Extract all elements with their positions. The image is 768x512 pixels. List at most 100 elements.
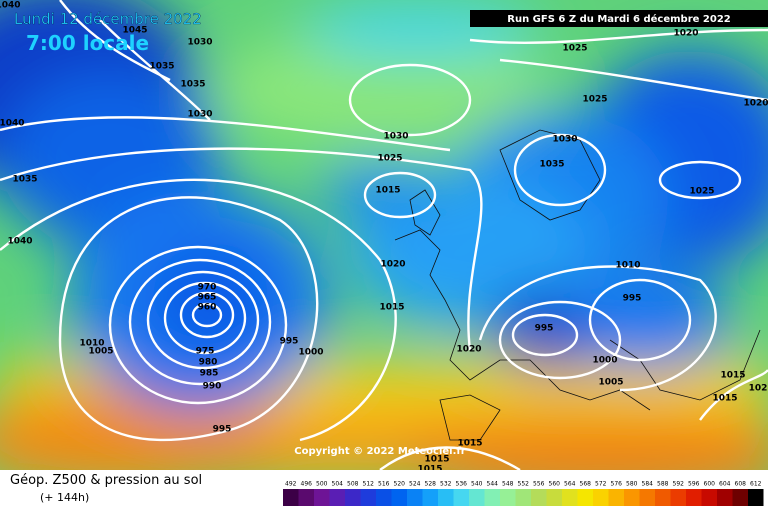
legend-swatch	[748, 489, 764, 506]
isobar-label: 1030	[552, 135, 577, 145]
isobar-label: 1030	[187, 110, 212, 120]
legend-value: 604	[719, 481, 731, 488]
isobar-label: 1025	[377, 154, 402, 164]
legend-value: 588	[657, 481, 669, 488]
legend-value: 612	[750, 481, 762, 488]
legend-value: 528	[425, 481, 437, 488]
legend-swatch	[422, 489, 438, 506]
isobar-label: 102	[749, 384, 768, 394]
legend-value: 532	[440, 481, 452, 488]
isobars	[0, 0, 768, 470]
lead-time: (+ 144h)	[40, 491, 89, 504]
legend-swatch	[670, 489, 686, 506]
isobar-label: 1015	[375, 186, 400, 196]
forecast-time: 7:00 locale	[26, 31, 149, 55]
legend-value: 512	[363, 481, 375, 488]
legend-value: 536	[456, 481, 468, 488]
legend-swatch	[717, 489, 733, 506]
isobar-label: 975	[196, 347, 215, 357]
isobar-label: 985	[200, 369, 219, 379]
isobar-label: 1025	[582, 95, 607, 105]
isobar-label: 990	[203, 382, 222, 392]
isobar-label: 1025	[689, 187, 714, 197]
isobar-label: 1015	[457, 439, 482, 449]
isobar-label: 995	[213, 425, 232, 435]
isobar-label: 1030	[383, 132, 408, 142]
isobar-label: 1035	[149, 62, 174, 72]
isobar-label: 1035	[539, 160, 564, 170]
color-legend: 492 496 500 504 508 512 516 520 524 528 532 536 540 5…	[283, 481, 764, 506]
legend-swatch	[515, 489, 531, 506]
legend-swatch	[345, 489, 361, 506]
isobar-label: 1025	[562, 44, 587, 54]
legend-value: 592	[673, 481, 685, 488]
legend-value: 520	[394, 481, 406, 488]
legend-value: 576	[611, 481, 623, 488]
legend-swatch	[391, 489, 407, 506]
legend-swatch	[376, 489, 392, 506]
legend-value: 500	[316, 481, 328, 488]
isobar-label: 1010	[615, 261, 640, 271]
legend-swatch	[531, 489, 547, 506]
legend-swatch	[314, 489, 330, 506]
legend-swatch	[546, 489, 562, 506]
legend-value: 492	[285, 481, 297, 488]
isobar-label: 1040	[0, 1, 21, 11]
isobar-label: 1015	[712, 394, 737, 404]
legend-swatch	[624, 489, 640, 506]
run-title: Run GFS 6 Z du Mardi 6 décembre 2022	[507, 13, 731, 25]
isobar-label: 1015	[379, 303, 404, 313]
legend-value: 540	[471, 481, 483, 488]
legend-value: 572	[595, 481, 607, 488]
legend-value: 580	[626, 481, 638, 488]
legend-swatch	[655, 489, 671, 506]
legend-value: 596	[688, 481, 700, 488]
isobar-label: 995	[535, 324, 554, 334]
legend-swatch	[438, 489, 454, 506]
isobar-label: 1040	[0, 119, 25, 129]
legend-value: 556	[533, 481, 545, 488]
isobar-label: 1015	[424, 455, 449, 465]
isobar-label: 1005	[598, 378, 623, 388]
legend-swatch	[360, 489, 376, 506]
isobar-label: 965	[198, 293, 217, 303]
isobar-label: 1020	[743, 99, 768, 109]
legend-swatch	[469, 489, 485, 506]
isobar-label: 960	[198, 303, 217, 313]
legend-swatch	[732, 489, 748, 506]
isobar-label: 1000	[298, 348, 323, 358]
legend-swatch	[407, 489, 423, 506]
legend-value: 496	[301, 481, 313, 488]
isobar-label: 995	[623, 294, 642, 304]
legend-value: 552	[518, 481, 530, 488]
forecast-date: Lundi 12 décembre 2022	[14, 10, 202, 28]
isobar-label: 1010	[79, 339, 104, 349]
legend-swatch	[298, 489, 314, 506]
legend-swatch	[484, 489, 500, 506]
isobar-label: 995	[280, 337, 299, 347]
isobar-label: 1015	[720, 371, 745, 381]
legend-value: 600	[704, 481, 716, 488]
legend-swatch	[283, 489, 299, 506]
isobar-label: 1035	[180, 80, 205, 90]
legend-swatch	[686, 489, 702, 506]
isobar-label: 1040	[7, 237, 32, 247]
legend-value: 560	[549, 481, 561, 488]
copyright: Copyright © 2022 Meteociel.fr	[294, 446, 465, 457]
map-field: 1040 1045 1030 1035 1035 1030 1040 1035 1040 1030…	[0, 0, 768, 470]
legend-swatch	[608, 489, 624, 506]
isobar-label: 1020	[673, 29, 698, 39]
isobar-label: 1020	[380, 260, 405, 270]
legend-swatch	[577, 489, 593, 506]
legend-value: 544	[487, 481, 499, 488]
legend-swatch	[329, 489, 345, 506]
legend-value: 524	[409, 481, 421, 488]
legend-value: 508	[347, 481, 359, 488]
legend-value: 568	[580, 481, 592, 488]
run-banner	[470, 10, 768, 27]
isobar-label: 1020	[456, 345, 481, 355]
legend-swatch	[453, 489, 469, 506]
legend-swatch	[500, 489, 516, 506]
legend-value: 548	[502, 481, 514, 488]
